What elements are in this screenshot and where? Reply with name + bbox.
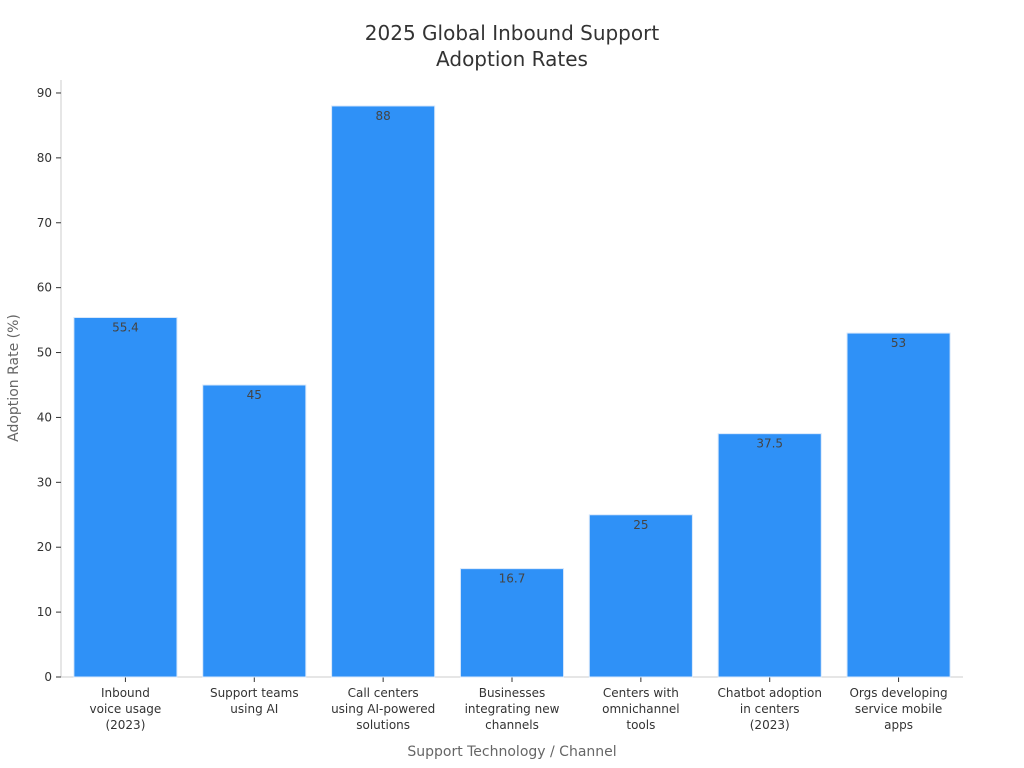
x-tick-label-line: channels [485,718,539,732]
y-tick-label: 70 [37,216,52,230]
x-tick-label-line: Call centers [348,686,419,700]
y-tick-label: 20 [37,540,52,554]
bar-value-label: 25 [633,518,648,532]
x-tick-label-line: Support teams [210,686,299,700]
chart-title: 2025 Global Inbound Support Adoption Rat… [0,20,1024,72]
chart-bars [73,105,951,678]
y-axis-title: Adoption Rate (%) [6,314,22,442]
x-tick-label: Chatbot adoption in centers (2023) [717,686,821,732]
x-tick-label-line: using AI-powered [331,702,435,716]
y-tick-label: 0 [44,670,52,684]
bar-value-label: 16.7 [499,572,526,586]
x-tick-label-line: (2023) [750,718,790,732]
x-tick-label-line: omnichannel [602,702,679,716]
x-tick-label: Businesses integrating new channels [465,686,560,732]
y-tick-label: 80 [37,151,52,165]
chart-axes: 0 10 20 30 40 50 60 70 80 90 [37,80,963,684]
y-tick-label: 30 [37,475,52,489]
x-tick-label-line: Orgs developing [849,686,947,700]
x-tick-label-line: voice usage [90,702,162,716]
x-tick-label-line: in centers [740,702,800,716]
bar-value-label: 37.5 [756,437,783,451]
bar-value-label: 45 [247,388,262,402]
bar [331,105,436,678]
x-tick-label-line: tools [626,718,655,732]
x-tick-label-line: Chatbot adoption [717,686,821,700]
bar [459,568,565,678]
bar [846,332,951,678]
bar [588,514,693,678]
x-tick-label-line: service mobile [855,702,943,716]
x-tick-label-line: using AI [230,702,278,716]
bar [73,317,178,678]
bar [202,384,307,678]
y-tick-label: 10 [37,605,52,619]
x-tick-label-line: Centers with [603,686,679,700]
x-tick-label-line: solutions [356,718,410,732]
x-tick-label: Inbound voice usage (2023) [90,686,162,732]
y-tick-label: 50 [37,346,52,360]
x-tick-label: Support teams using AI [210,686,299,716]
x-tick-label-line: (2023) [105,718,145,732]
y-tick-label: 90 [37,86,52,100]
x-axis-title: Support Technology / Channel [407,744,616,760]
chart-labels: 55.4 Inbound voice usage (2023) 45 Support te… [90,109,948,732]
x-tick-label-line: apps [884,718,913,732]
x-tick-label-line: Inbound [101,686,150,700]
bar [717,433,822,678]
x-tick-label-line: integrating new [465,702,560,716]
x-tick-label: Centers with omnichannel tools [602,686,679,732]
bar-value-label: 88 [376,109,391,123]
x-tick-label: Call centers using AI-powered solutions [331,686,435,732]
bar-value-label: 55.4 [112,321,139,335]
x-tick-label-line: Businesses [479,686,546,700]
chart-title-line-2: Adoption Rates [436,47,588,71]
y-tick-label: 60 [37,281,52,295]
x-tick-label: Orgs developing service mobile apps [849,686,947,732]
bar-value-label: 53 [891,336,906,350]
chart-title-line-1: 2025 Global Inbound Support [364,21,660,45]
y-tick-label: 40 [37,410,52,424]
